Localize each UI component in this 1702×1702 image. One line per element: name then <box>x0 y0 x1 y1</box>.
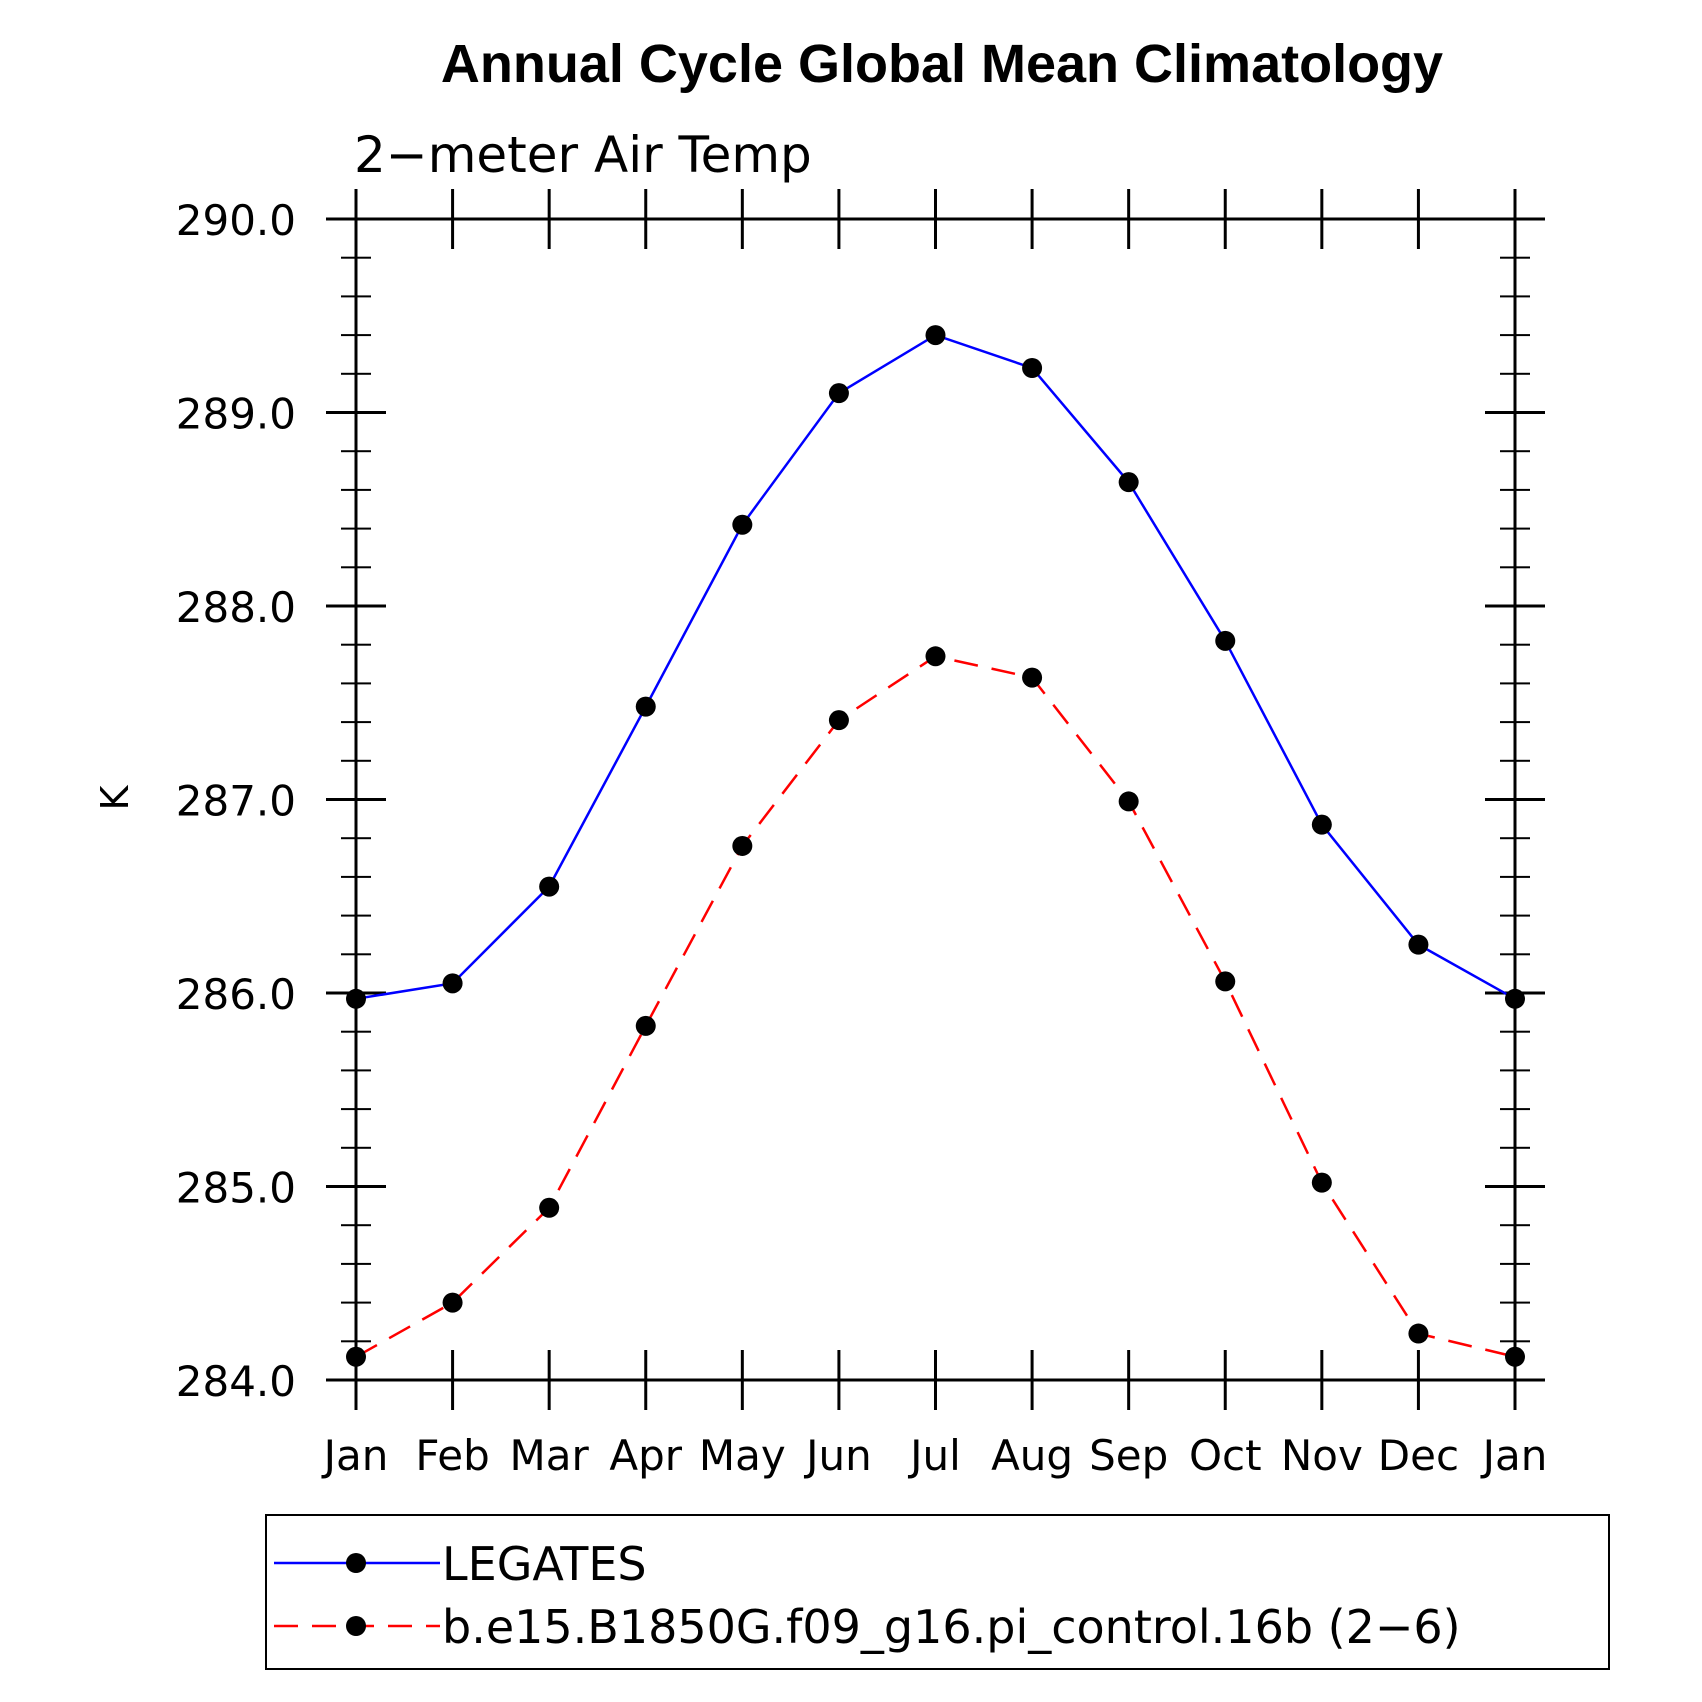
series-2-point <box>442 1292 463 1313</box>
chart-subtitle: 2−meter Air Temp <box>354 126 812 184</box>
x-tick-label: Jan <box>1480 1431 1548 1480</box>
chart-title: Annual Cycle Global Mean Climatology <box>441 34 1443 94</box>
x-tick-label: Jan <box>321 1431 389 1480</box>
series-1-point <box>539 876 560 897</box>
series-1-point <box>1215 630 1236 651</box>
x-tick-label: May <box>699 1431 786 1480</box>
legend-items: LEGATES b.e15.B1850G.f09_g16.pi_control.1… <box>274 1537 1461 1654</box>
series-1-point <box>1311 814 1332 835</box>
series-2-point <box>1311 1172 1332 1193</box>
series-1-point <box>1118 472 1139 493</box>
series-2-point <box>925 646 946 667</box>
x-tick-label: Dec <box>1378 1431 1459 1480</box>
legend-label-2: b.e15.B1850G.f09_g16.pi_control.16b (2−6… <box>442 1600 1461 1654</box>
series-2-point <box>732 835 753 856</box>
y-tick-label: 286.0 <box>176 970 296 1019</box>
y-tick-label: 284.0 <box>176 1357 296 1406</box>
x-tick-label: Jun <box>803 1431 872 1480</box>
series-1-point <box>442 973 463 994</box>
series-1-point <box>1408 934 1429 955</box>
series-2-point <box>828 710 849 731</box>
legend-marker-1 <box>346 1553 366 1573</box>
x-tick-label: Feb <box>415 1431 489 1480</box>
series-2-point <box>1505 1346 1525 1367</box>
x-tick-label: Jul <box>907 1431 961 1480</box>
x-tick-label: Nov <box>1281 1431 1363 1480</box>
x-tick-label: Mar <box>510 1431 590 1480</box>
y-axis-label: K <box>93 784 137 810</box>
legend: LEGATES b.e15.B1850G.f09_g16.pi_control.1… <box>265 1514 1610 1670</box>
series-1-point <box>925 325 946 346</box>
legend-label-1: LEGATES <box>442 1537 647 1591</box>
y-tick-label: 285.0 <box>176 1164 296 1213</box>
plot-frame <box>354 217 1517 1382</box>
series-line-1 <box>355 333 1516 1001</box>
x-tick-label: Aug <box>991 1431 1073 1480</box>
series-layer <box>346 325 1525 1367</box>
series-2-point <box>1215 971 1236 992</box>
series-1-point <box>828 383 849 404</box>
x-tick-label: Apr <box>609 1431 682 1480</box>
series-1-point <box>732 514 753 535</box>
series-1-point <box>346 988 366 1009</box>
plot-area-border <box>354 217 1517 1382</box>
x-tick-label: Oct <box>1189 1431 1262 1480</box>
series-1-point <box>1022 357 1043 378</box>
y-tick-label: 288.0 <box>176 583 296 632</box>
series-2-point <box>539 1197 560 1218</box>
x-tick-label: Sep <box>1089 1431 1168 1480</box>
series-1-point <box>635 696 656 717</box>
y-tick-label: 289.0 <box>176 390 296 439</box>
series-2-point <box>635 1015 656 1036</box>
y-tick-label: 290.0 <box>176 196 296 245</box>
series-2-point <box>346 1346 366 1367</box>
series-2-point <box>1022 667 1043 688</box>
series-1-point <box>1505 988 1525 1009</box>
y-ticks: 284.0 285.0 286.0 287.0 288.0 289.0 290.0 <box>176 196 1545 1406</box>
minor-ticks <box>341 256 1530 1343</box>
series-2-point <box>1408 1323 1429 1344</box>
series-2-point <box>1118 791 1139 812</box>
x-ticks: Jan Feb Mar Apr May Jun Jul Aug Sep Oct Nov Dec Jan <box>321 189 1548 1480</box>
legend-box <box>265 1514 1610 1670</box>
y-tick-label: 287.0 <box>176 777 296 826</box>
series-line-2 <box>355 654 1516 1358</box>
legend-marker-2 <box>346 1616 366 1636</box>
